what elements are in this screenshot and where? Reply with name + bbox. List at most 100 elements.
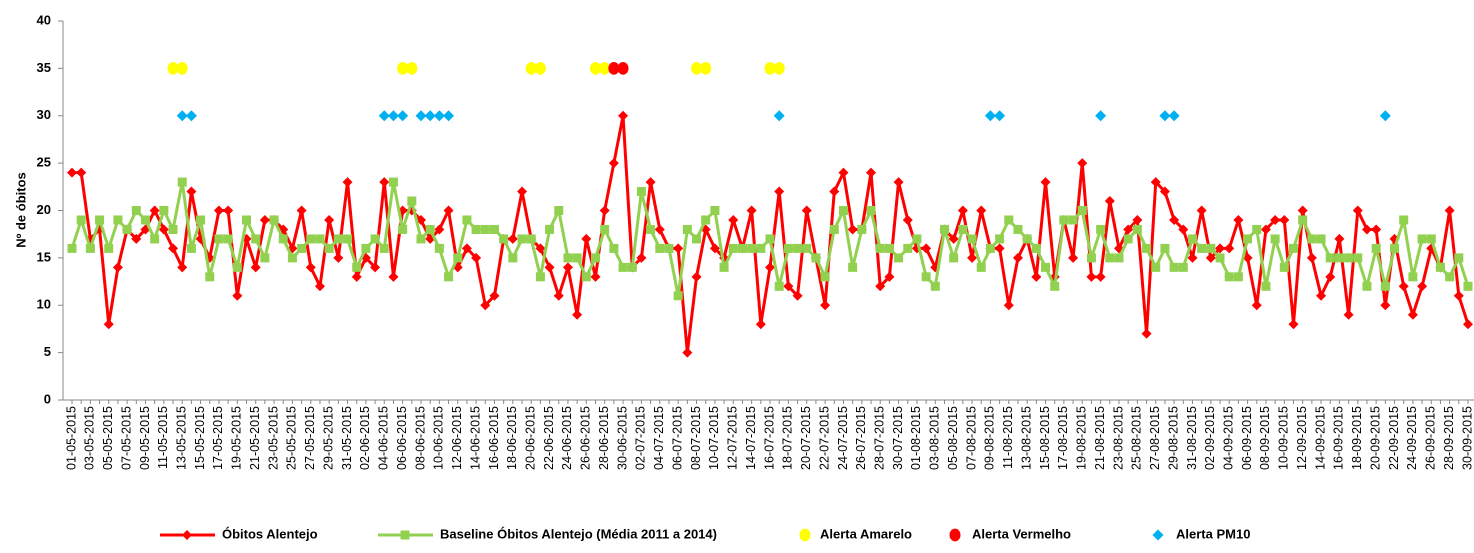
x-tick-label: 02-09-2015: [1203, 406, 1217, 470]
data-point: [599, 62, 611, 75]
data-point: [1426, 234, 1436, 244]
data-point: [150, 234, 160, 244]
data-point: [471, 252, 482, 263]
x-tick-label: 20-09-2015: [1368, 406, 1382, 470]
data-point: [314, 281, 325, 292]
data-point: [406, 62, 418, 75]
data-point: [351, 271, 362, 282]
x-tick-label: 04-09-2015: [1222, 406, 1236, 470]
data-point: [85, 243, 95, 253]
data-point: [1408, 272, 1418, 282]
data-point: [636, 252, 647, 263]
data-point: [398, 224, 408, 234]
data-point: [1031, 243, 1041, 253]
data-point: [590, 62, 601, 75]
data-point: [250, 262, 261, 273]
x-tick-label: 06-07-2015: [670, 406, 684, 470]
data-point: [185, 110, 197, 122]
x-tick-label: 16-09-2015: [1332, 406, 1346, 470]
data-point: [562, 262, 573, 273]
data-point: [1270, 214, 1281, 225]
data-point: [1068, 252, 1079, 263]
data-point: [480, 300, 491, 311]
data-point: [76, 167, 87, 178]
data-point: [324, 214, 335, 225]
data-point: [1004, 215, 1014, 225]
data-point: [433, 110, 445, 122]
x-tick-label: 11-08-2015: [1001, 406, 1015, 469]
data-point: [1279, 214, 1290, 225]
data-point: [407, 196, 417, 206]
data-point: [534, 62, 546, 75]
x-tick-label: 17-05-2015: [211, 406, 225, 470]
data-point: [387, 110, 399, 122]
x-tick-label: 08-09-2015: [1258, 406, 1272, 470]
data-point: [1169, 262, 1179, 272]
data-point: [1197, 243, 1207, 253]
x-tick-label: 14-07-2015: [744, 406, 758, 470]
data-point: [1215, 253, 1225, 263]
data-point: [857, 224, 867, 234]
data-point: [691, 62, 703, 75]
data-point: [1215, 243, 1226, 254]
x-tick-label: 28-09-2015: [1442, 406, 1456, 470]
data-point: [159, 206, 169, 215]
data-point: [930, 281, 940, 291]
data-point: [1243, 234, 1253, 244]
data-point: [609, 243, 619, 253]
x-tick-label: 30-06-2015: [615, 406, 629, 470]
x-tick-label: 19-08-2015: [1075, 406, 1089, 470]
data-point: [884, 271, 895, 282]
data-point: [1297, 205, 1308, 216]
data-point: [1077, 206, 1087, 215]
x-tick-label: 27-08-2015: [1148, 406, 1162, 470]
data-point: [112, 262, 123, 273]
data-point: [388, 271, 399, 282]
data-point: [1187, 234, 1197, 244]
data-point: [1316, 234, 1326, 244]
data-point: [1344, 253, 1354, 263]
data-point: [664, 243, 674, 253]
data-point: [1086, 253, 1096, 263]
legend-marker: [182, 530, 192, 540]
x-tick-label: 12-06-2015: [450, 406, 464, 470]
data-point: [434, 243, 444, 253]
x-tick-label: 14-06-2015: [468, 406, 482, 470]
data-point: [783, 243, 793, 253]
x-tick-label: 26-06-2015: [579, 406, 593, 470]
data-point: [168, 243, 179, 254]
data-point: [1390, 243, 1400, 253]
data-point: [921, 272, 931, 282]
data-point: [783, 281, 794, 292]
data-point: [1463, 281, 1473, 291]
data-point: [940, 224, 949, 234]
data-point: [1003, 300, 1014, 311]
data-point: [176, 110, 188, 122]
data-point: [242, 215, 251, 225]
data-point: [627, 262, 637, 272]
x-tick-label: 04-06-2015: [377, 406, 391, 470]
data-point: [912, 234, 922, 244]
data-point: [1279, 262, 1289, 272]
data-point: [352, 262, 362, 272]
data-point: [1252, 224, 1262, 234]
data-point: [342, 177, 353, 188]
x-tick-label: 16-06-2015: [487, 406, 501, 470]
x-tick-label: 15-08-2015: [1038, 406, 1052, 470]
x-tick-label: 31-05-2015: [340, 406, 354, 470]
x-tick-label: 03-05-2015: [83, 406, 97, 470]
data-point: [378, 110, 390, 122]
data-point: [1095, 271, 1106, 282]
x-tick-label: 27-05-2015: [303, 406, 317, 470]
data-point: [214, 234, 224, 244]
data-point: [755, 319, 766, 330]
data-point: [1453, 290, 1464, 301]
data-point: [599, 205, 610, 216]
data-point: [517, 234, 527, 244]
data-point: [131, 206, 141, 215]
data-point: [838, 206, 848, 215]
legend-label: Alerta Vermelho: [972, 526, 1071, 541]
data-point: [600, 224, 610, 234]
data-point: [1206, 243, 1216, 253]
data-point: [379, 243, 389, 253]
